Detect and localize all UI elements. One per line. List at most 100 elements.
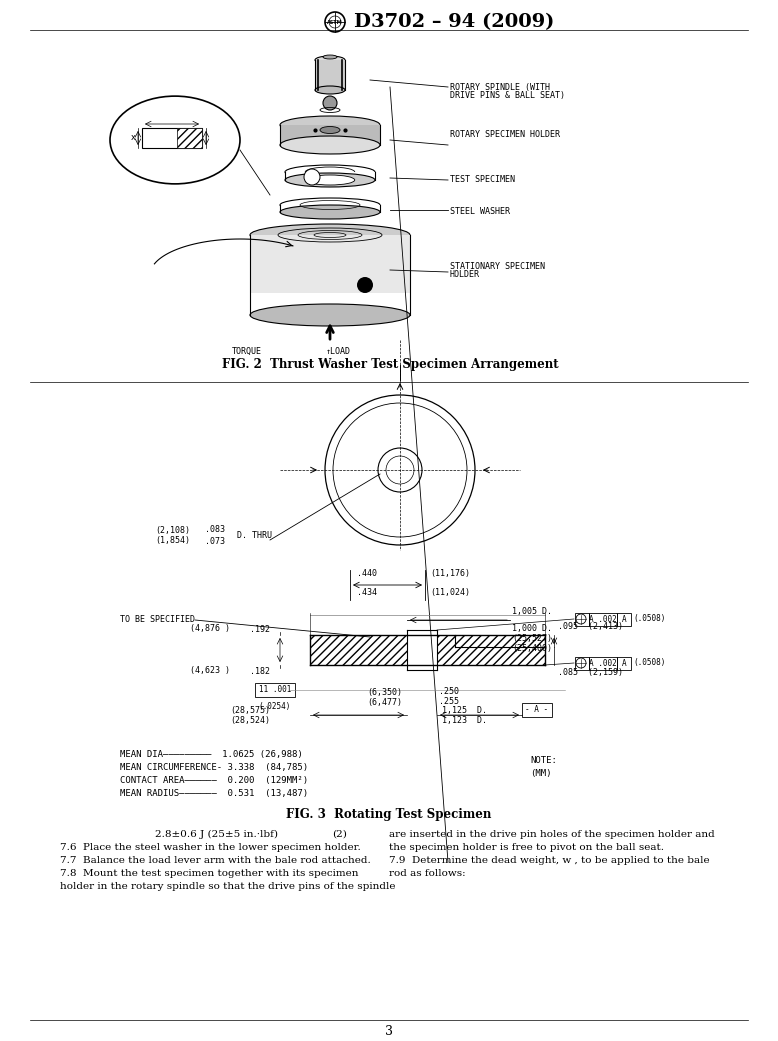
Bar	[255, 683, 295, 697]
Ellipse shape	[285, 173, 375, 187]
Bar	[250, 235, 410, 293]
Text: (2): (2)	[332, 830, 347, 839]
Text: A .002: A .002	[589, 614, 617, 624]
Text: 7.9  Determine the dead weight, w , to be applied to the bale: 7.9 Determine the dead weight, w , to be…	[389, 856, 710, 865]
Ellipse shape	[315, 86, 345, 94]
Text: holder in the rotary spindle so that the drive pins of the spindle: holder in the rotary spindle so that the…	[60, 882, 395, 891]
Ellipse shape	[280, 205, 380, 219]
Bar	[177, 128, 202, 148]
Ellipse shape	[315, 56, 345, 64]
Text: 7.7  Balance the load lever arm with the bale rod attached.: 7.7 Balance the load lever arm with the …	[60, 856, 371, 865]
Text: (11,024): (11,024)	[430, 588, 470, 596]
Ellipse shape	[305, 175, 355, 185]
Text: (6,350): (6,350)	[367, 687, 402, 696]
Bar	[589, 613, 617, 626]
Text: ASTM: ASTM	[328, 20, 343, 25]
Text: .085  (2,159): .085 (2,159)	[558, 668, 623, 678]
Bar	[617, 657, 631, 670]
Text: .182: .182	[250, 666, 270, 676]
Text: (.0508): (.0508)	[633, 614, 665, 624]
Text: .083: .083	[205, 526, 225, 534]
Text: (1,854): (1,854)	[155, 536, 190, 545]
Text: FIG. 3  Rotating Test Specimen: FIG. 3 Rotating Test Specimen	[286, 808, 492, 821]
Text: D3702 – 94 (2009): D3702 – 94 (2009)	[354, 12, 555, 31]
Text: STATIONARY SPECIMEN: STATIONARY SPECIMEN	[450, 262, 545, 271]
Text: 7.6  Place the steel washer in the lower specimen holder.: 7.6 Place the steel washer in the lower …	[60, 843, 361, 852]
Ellipse shape	[280, 116, 380, 134]
Text: .095  (2,413): .095 (2,413)	[558, 623, 623, 632]
Bar	[617, 613, 631, 626]
Text: 11 .001: 11 .001	[259, 686, 291, 694]
Bar	[310, 635, 407, 665]
Text: 1,005 D.: 1,005 D.	[512, 607, 552, 616]
Text: 1,000 D.: 1,000 D.	[512, 624, 552, 633]
Text: (28,575): (28,575)	[230, 706, 270, 714]
Ellipse shape	[320, 127, 340, 133]
Text: .434: .434	[357, 588, 377, 596]
Text: D. THRU: D. THRU	[237, 532, 272, 540]
Text: (2,108): (2,108)	[155, 526, 190, 534]
Text: ↑LOAD: ↑LOAD	[326, 347, 351, 356]
Text: (25,400): (25,400)	[512, 644, 552, 653]
Circle shape	[357, 277, 373, 293]
Text: TORQUE: TORQUE	[232, 347, 262, 356]
Bar	[575, 613, 589, 626]
Bar	[280, 125, 380, 145]
Text: ROTARY SPECIMEN HOLDER: ROTARY SPECIMEN HOLDER	[450, 130, 560, 139]
Text: ROTARY SPINDLE (WITH: ROTARY SPINDLE (WITH	[450, 83, 550, 92]
Bar	[522, 703, 552, 717]
Text: (25,527): (25,527)	[512, 634, 552, 643]
Bar	[589, 657, 617, 670]
Text: 7.8  Mount the test specimen together with its specimen: 7.8 Mount the test specimen together wit…	[60, 869, 359, 878]
Text: TEST SPECIMEN: TEST SPECIMEN	[450, 175, 515, 184]
Text: (11,176): (11,176)	[430, 569, 470, 578]
Text: are inserted in the drive pin holes of the specimen holder and: are inserted in the drive pin holes of t…	[389, 830, 715, 839]
Text: (.0254): (.0254)	[259, 702, 291, 711]
Bar	[437, 635, 545, 665]
Text: 2.8±0.6 J (25±5 in.·lbf): 2.8±0.6 J (25±5 in.·lbf)	[155, 830, 278, 839]
Text: A .002: A .002	[589, 659, 617, 667]
Text: 1,123  D.: 1,123 D.	[442, 715, 487, 725]
Text: - A -: - A -	[525, 706, 548, 714]
Text: the specimen holder is free to pivot on the ball seat.: the specimen holder is free to pivot on …	[389, 843, 664, 852]
Ellipse shape	[305, 167, 355, 177]
Text: rod as follows:: rod as follows:	[389, 869, 465, 878]
Text: (4,876 ): (4,876 )	[190, 625, 230, 634]
Text: MEAN CIRCUMFERENCE- 3.338  (84,785): MEAN CIRCUMFERENCE- 3.338 (84,785)	[120, 763, 308, 772]
Text: A: A	[622, 614, 626, 624]
Text: TO BE SPECIFIED: TO BE SPECIFIED	[120, 615, 195, 624]
Bar	[285, 172, 375, 180]
Text: MEAN DIA—————————  1.0625 (26,988): MEAN DIA————————— 1.0625 (26,988)	[120, 750, 303, 759]
Text: 1,125  D.: 1,125 D.	[442, 706, 487, 714]
Text: .192: .192	[250, 625, 270, 634]
Text: FIG. 2  Thrust Washer Test Specimen Arrangement: FIG. 2 Thrust Washer Test Specimen Arran…	[222, 358, 559, 371]
Ellipse shape	[285, 166, 375, 179]
Bar	[575, 657, 589, 670]
Ellipse shape	[280, 198, 380, 212]
Text: .073: .073	[205, 536, 225, 545]
Bar	[280, 205, 380, 212]
Text: .250: .250	[439, 687, 459, 696]
Text: CONTACT AREA——————  0.200  (129MM²): CONTACT AREA—————— 0.200 (129MM²)	[120, 776, 308, 785]
Bar	[315, 60, 345, 90]
Text: HOLDER: HOLDER	[450, 270, 480, 279]
Text: STEEL WASHER: STEEL WASHER	[450, 207, 510, 215]
Bar	[142, 128, 202, 148]
Circle shape	[304, 169, 320, 185]
Text: NOTE:: NOTE:	[530, 756, 557, 765]
Text: (.0508): (.0508)	[633, 659, 665, 667]
Text: MEAN RADIUS———————  0.531  (13,487): MEAN RADIUS——————— 0.531 (13,487)	[120, 789, 308, 798]
Ellipse shape	[250, 304, 410, 326]
Text: A: A	[622, 659, 626, 667]
Ellipse shape	[250, 224, 410, 246]
Text: .255: .255	[439, 697, 459, 707]
Text: .440: .440	[357, 569, 377, 578]
Text: DRIVE PINS & BALL SEAT): DRIVE PINS & BALL SEAT)	[450, 91, 565, 100]
Text: (6,477): (6,477)	[367, 697, 402, 707]
Text: 3: 3	[385, 1025, 393, 1038]
Text: (MM): (MM)	[530, 769, 552, 778]
Text: (4,623 ): (4,623 )	[190, 666, 230, 676]
Ellipse shape	[280, 136, 380, 154]
Text: x: x	[131, 133, 135, 143]
Text: (28,524): (28,524)	[230, 715, 270, 725]
